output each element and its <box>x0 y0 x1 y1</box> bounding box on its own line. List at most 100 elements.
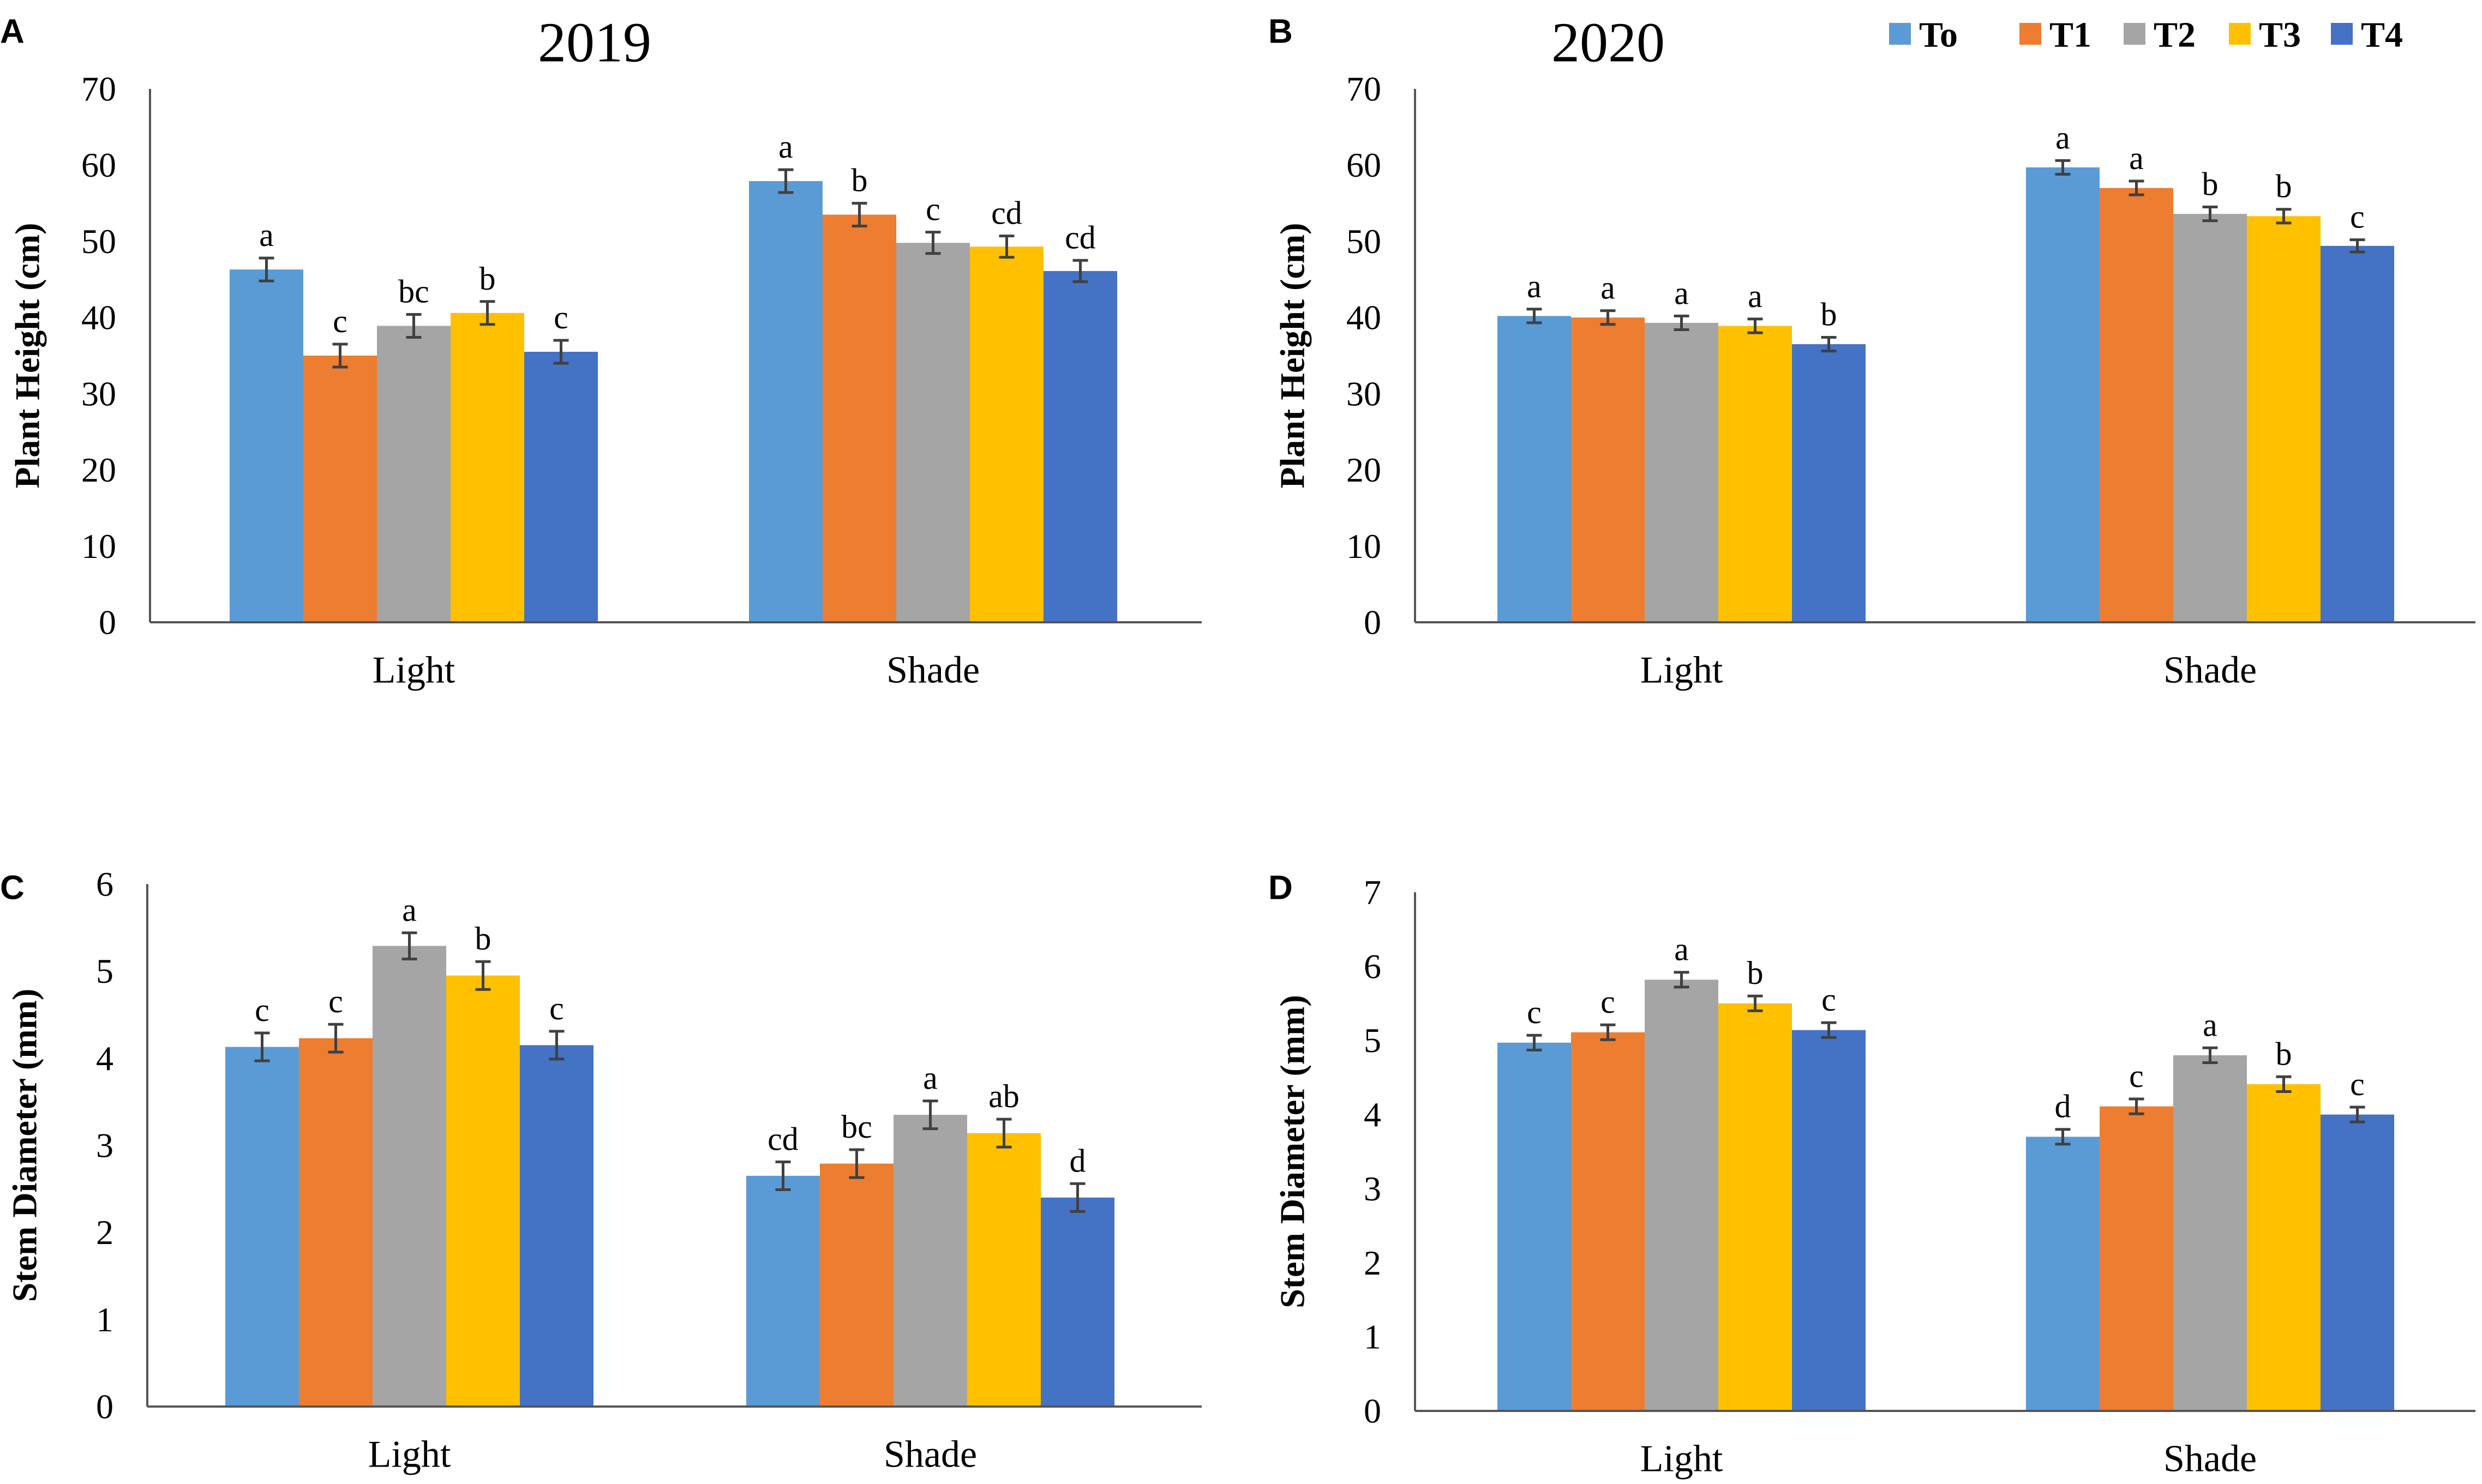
x-category-label: Light <box>373 650 455 692</box>
error-bar <box>2202 1046 2218 1064</box>
y-tick-label: 2 <box>96 1213 113 1252</box>
y-tick-label: 0 <box>96 1387 113 1426</box>
significance-label: c <box>328 983 343 1019</box>
error-bar <box>996 1117 1012 1149</box>
error-bar <box>332 343 348 369</box>
bar-t1-shade <box>2100 188 2173 623</box>
legend-swatch-to <box>1889 23 1911 45</box>
bar-t2-light <box>373 946 446 1407</box>
y-tick-label: 5 <box>96 952 113 990</box>
bar-t3-shade <box>967 1133 1041 1407</box>
legend-label: T3 <box>2259 15 2301 55</box>
bar-to-light <box>1497 1042 1571 1411</box>
error-bar <box>2349 1106 2365 1123</box>
error-bar <box>775 1160 791 1191</box>
significance-label: a <box>1600 270 1615 306</box>
y-tick-label: 4 <box>96 1039 113 1078</box>
legend-label: T4 <box>2361 15 2403 55</box>
y-axis-label: Plant Height (cm) <box>8 223 47 489</box>
chart-panel-d: D Stem Diameter (mm) 0 1 2 3 4 5 6 7 c c a b c Light d c a… <box>1268 869 2475 1480</box>
y-tick-label: 0 <box>99 603 116 642</box>
significance-label: a <box>2129 140 2144 176</box>
y-tick-label: 60 <box>81 146 116 184</box>
error-bar <box>549 1030 565 1061</box>
error-bar <box>925 231 941 255</box>
y-tick-label: 1 <box>1364 1318 1381 1356</box>
error-bar <box>1072 259 1088 283</box>
legend-swatch-t2 <box>2124 23 2145 45</box>
error-bar <box>1747 317 1763 334</box>
error-bar <box>479 300 495 326</box>
y-tick-label: 40 <box>1346 298 1381 337</box>
bar-t2-light <box>1645 322 1718 622</box>
error-bar <box>2055 159 2071 176</box>
legend-label: T2 <box>2154 15 2196 55</box>
y-tick-label: 2 <box>1364 1243 1381 1282</box>
bar-t3-light <box>1718 1003 1792 1411</box>
bar-t2-shade <box>894 1115 967 1407</box>
significance-label: b <box>1747 955 1764 991</box>
bar-t3-light <box>446 975 520 1407</box>
y-tick-label: 10 <box>1346 527 1381 566</box>
bar-t1-light <box>299 1038 373 1407</box>
significance-label: a <box>923 1060 938 1096</box>
legend-label: T1 <box>2049 15 2091 55</box>
bar-to-light <box>230 269 303 622</box>
error-bar <box>259 256 274 283</box>
error-bar <box>2202 206 2218 223</box>
x-category-label: Shade <box>884 1434 977 1476</box>
significance-label: b <box>2276 169 2292 205</box>
significance-label: d <box>2055 1089 2071 1125</box>
bar-t3-shade <box>2247 216 2321 622</box>
error-bar <box>778 168 794 194</box>
error-bar <box>1674 314 1689 331</box>
significance-label: c <box>333 303 347 339</box>
x-category-label: Shade <box>2163 650 2257 692</box>
significance-label: b <box>475 921 491 957</box>
error-bar <box>1821 335 1837 353</box>
y-tick-label: 70 <box>1346 70 1381 109</box>
bar-t4-light <box>1792 1030 1866 1411</box>
bar-t1-light <box>1571 1032 1645 1411</box>
x-category-label: Light <box>1640 1438 1723 1480</box>
error-bar <box>1070 1182 1086 1213</box>
error-bar <box>406 313 422 339</box>
error-bar <box>2129 1097 2144 1115</box>
significance-label: a <box>259 217 274 253</box>
x-category-label: Shade <box>886 650 980 692</box>
chart-panel-b: B 2020 Plant Height (cm) 0 10 20 30 40 50 60 70 a a a… <box>1268 11 2475 692</box>
legend-swatch-t4 <box>2331 23 2353 45</box>
significance-label: c <box>1600 984 1615 1020</box>
error-bar <box>852 202 867 227</box>
significance-label: c <box>2129 1058 2144 1094</box>
significance-label: a <box>402 892 417 928</box>
y-tick-label: 3 <box>1364 1169 1381 1208</box>
error-bar <box>1526 308 1542 325</box>
bar-to-shade <box>749 181 823 622</box>
bar-t2-shade <box>896 243 970 622</box>
panel-letter: D <box>1268 869 1293 907</box>
y-tick-label: 0 <box>1364 603 1381 642</box>
bar-t1-light <box>1571 317 1645 622</box>
significance-label: c <box>2350 199 2365 235</box>
significance-label: bc <box>398 274 429 310</box>
bar-t4-shade <box>2321 1114 2394 1411</box>
error-bar <box>849 1148 865 1179</box>
significance-label: c <box>1821 982 1836 1018</box>
error-bar <box>553 339 569 365</box>
significance-label: a <box>2055 119 2070 155</box>
y-tick-label: 60 <box>1346 146 1381 184</box>
x-category-label: Light <box>1640 650 1723 692</box>
error-bar <box>999 235 1015 259</box>
significance-label: c <box>554 299 568 335</box>
bar-t2-shade <box>2173 1055 2247 1411</box>
error-bar <box>2349 238 2365 254</box>
legend-swatch-t1 <box>2019 23 2041 45</box>
y-axis-label: Plant Height (cm) <box>1273 223 1312 489</box>
bar-t1-shade <box>823 214 896 622</box>
error-bar <box>1600 1023 1616 1041</box>
significance-label: cd <box>768 1121 799 1157</box>
bar-t4-light <box>524 352 598 622</box>
bar-t3-shade <box>970 247 1044 622</box>
